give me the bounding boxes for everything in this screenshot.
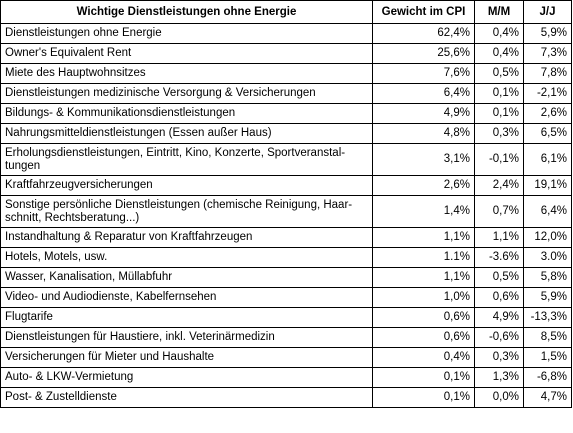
- table-row: Video- und Audiodienste, Kabelfernsehen 1…: [0, 287, 572, 308]
- row-mm: -0,6%: [474, 327, 524, 348]
- row-yy: -13,3%: [523, 307, 572, 328]
- row-weight: 6,4%: [372, 83, 475, 104]
- table-row: Auto- & LKW-Vermietung 0,1% 1,3% -6,8%: [0, 367, 572, 388]
- table-row: Sonstige persönliche Dienstleistungen (c…: [0, 195, 572, 228]
- row-yy: 7,8%: [523, 63, 572, 84]
- row-mm: 0,1%: [474, 103, 524, 124]
- row-yy: -2,1%: [523, 83, 572, 104]
- row-mm: 0,4%: [474, 23, 524, 44]
- row-mm: 0,3%: [474, 347, 524, 368]
- row-mm: -3.6%: [474, 247, 524, 268]
- row-weight: 1,0%: [372, 287, 475, 308]
- row-mm: 2,4%: [474, 175, 524, 196]
- row-label: Wasser, Kanalisation, Müllabfuhr: [0, 267, 373, 288]
- table-body: Dienstleistungen ohne Energie 62,4% 0,4% 5,…: [0, 23, 572, 408]
- row-label: Video- und Audiodienste, Kabelfernsehen: [0, 287, 373, 308]
- row-yy: 5,9%: [523, 287, 572, 308]
- row-label: Post- & Zustelldienste: [0, 387, 373, 408]
- row-weight: 2,6%: [372, 175, 475, 196]
- row-label: Auto- & LKW-Vermietung: [0, 367, 373, 388]
- table-header-row: Wichtige Dienstleistungen ohne Energie G…: [0, 0, 572, 24]
- row-yy: 5,8%: [523, 267, 572, 288]
- row-label: Sonstige persönliche Dienstleistungen (c…: [0, 195, 373, 228]
- table-row: Dienstleistungen ohne Energie 62,4% 0,4% 5,…: [0, 23, 572, 44]
- table-row: Versicherungen für Mieter und Haushalte 0…: [0, 347, 572, 368]
- row-weight: 1,4%: [372, 195, 475, 228]
- table-row: Bildungs- & Kommunikationsdienstleistung…: [0, 103, 572, 124]
- row-weight: 0,1%: [372, 387, 475, 408]
- row-yy: 6,1%: [523, 143, 572, 176]
- row-weight: 1,1%: [372, 267, 475, 288]
- row-yy: 8,5%: [523, 327, 572, 348]
- row-mm: 4,9%: [474, 307, 524, 328]
- row-label: Owner's Equivalent Rent: [0, 43, 373, 64]
- row-mm: 1,3%: [474, 367, 524, 388]
- row-yy: 12,0%: [523, 227, 572, 248]
- row-mm: 0,7%: [474, 195, 524, 228]
- row-label: Kraftfahrzeugversicherungen: [0, 175, 373, 196]
- row-yy: 6,5%: [523, 123, 572, 144]
- header-label: Wichtige Dienstleistungen ohne Energie: [0, 0, 373, 24]
- row-mm: 0,0%: [474, 387, 524, 408]
- row-yy: 2,6%: [523, 103, 572, 124]
- row-weight: 4,8%: [372, 123, 475, 144]
- cpi-services-table: Wichtige Dienstleistungen ohne Energie G…: [0, 0, 572, 408]
- table-row: Kraftfahrzeugversicherungen 2,6% 2,4% 19,1%: [0, 175, 572, 196]
- row-yy: -6,8%: [523, 367, 572, 388]
- row-yy: 6,4%: [523, 195, 572, 228]
- row-weight: 7,6%: [372, 63, 475, 84]
- table-row: Flugtarife 0,6% 4,9% -13,3%: [0, 307, 572, 328]
- row-label: Dienstleistungen für Haustiere, inkl. Ve…: [0, 327, 373, 348]
- row-mm: 0,6%: [474, 287, 524, 308]
- row-mm: 0,1%: [474, 83, 524, 104]
- row-label: Bildungs- & Kommunikationsdienstleistung…: [0, 103, 373, 124]
- row-mm: 0,3%: [474, 123, 524, 144]
- table-row: Dienstleistungen medizinische Versorgung…: [0, 83, 572, 104]
- row-label: Nahrungsmitteldienstleistungen (Essen au…: [0, 123, 373, 144]
- table-row: Dienstleistungen für Haustiere, inkl. Ve…: [0, 327, 572, 348]
- table-row: Nahrungsmitteldienstleistungen (Essen au…: [0, 123, 572, 144]
- row-weight: 0,6%: [372, 307, 475, 328]
- table-row: Post- & Zustelldienste 0,1% 0,0% 4,7%: [0, 387, 572, 408]
- row-weight: 0,1%: [372, 367, 475, 388]
- row-weight: 25,6%: [372, 43, 475, 64]
- header-yy: J/J: [523, 0, 572, 24]
- row-weight: 0,4%: [372, 347, 475, 368]
- table-row: Owner's Equivalent Rent 25,6% 0,4% 7,3%: [0, 43, 572, 64]
- row-weight: 1,1%: [372, 227, 475, 248]
- table-row: Hotels, Motels, usw. 1.1% -3.6% 3.0%: [0, 247, 572, 268]
- table-row: Miete des Hauptwohnsitzes 7,6% 0,5% 7,8%: [0, 63, 572, 84]
- row-yy: 1,5%: [523, 347, 572, 368]
- row-mm: 0,5%: [474, 267, 524, 288]
- row-yy: 19,1%: [523, 175, 572, 196]
- row-mm: -0,1%: [474, 143, 524, 176]
- row-weight: 4,9%: [372, 103, 475, 124]
- row-label: Instandhaltung & Reparatur von Kraftfahr…: [0, 227, 373, 248]
- row-yy: 3.0%: [523, 247, 572, 268]
- row-label: Flugtarife: [0, 307, 373, 328]
- row-label: Versicherungen für Mieter und Haushalte: [0, 347, 373, 368]
- row-yy: 5,9%: [523, 23, 572, 44]
- row-mm: 0,5%: [474, 63, 524, 84]
- row-label: Dienstleistungen medizinische Versorgung…: [0, 83, 373, 104]
- table-row: Erholungsdienstleistungen, Eintritt, Kin…: [0, 143, 572, 176]
- row-label: Miete des Hauptwohnsitzes: [0, 63, 373, 84]
- row-yy: 4,7%: [523, 387, 572, 408]
- row-mm: 1,1%: [474, 227, 524, 248]
- row-yy: 7,3%: [523, 43, 572, 64]
- row-label: Dienstleistungen ohne Energie: [0, 23, 373, 44]
- header-weight: Gewicht im CPI: [372, 0, 475, 24]
- row-label: Erholungsdienstleistungen, Eintritt, Kin…: [0, 143, 373, 176]
- row-weight: 0,6%: [372, 327, 475, 348]
- table-row: Wasser, Kanalisation, Müllabfuhr 1,1% 0,5%…: [0, 267, 572, 288]
- row-weight: 62,4%: [372, 23, 475, 44]
- row-weight: 1.1%: [372, 247, 475, 268]
- row-label: Hotels, Motels, usw.: [0, 247, 373, 268]
- table-row: Instandhaltung & Reparatur von Kraftfahr…: [0, 227, 572, 248]
- row-weight: 3,1%: [372, 143, 475, 176]
- row-mm: 0,4%: [474, 43, 524, 64]
- header-mm: M/M: [474, 0, 524, 24]
